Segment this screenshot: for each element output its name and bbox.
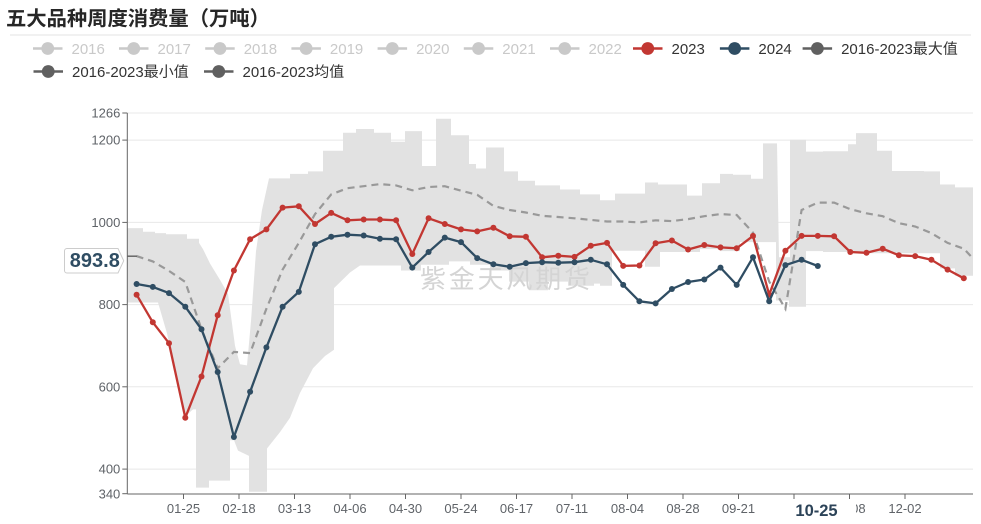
- svg-text:2016: 2016: [72, 41, 105, 58]
- svg-text:600: 600: [99, 379, 121, 394]
- svg-text:04-30: 04-30: [389, 501, 422, 516]
- svg-text:2018: 2018: [244, 41, 277, 58]
- svg-text:2022: 2022: [589, 41, 622, 58]
- svg-text:05-24: 05-24: [444, 501, 477, 516]
- svg-text:08-28: 08-28: [666, 501, 699, 516]
- svg-text:04-06: 04-06: [333, 501, 366, 516]
- svg-text:01-25: 01-25: [167, 501, 200, 516]
- svg-text:2016-2023: 2016-2023: [841, 41, 913, 58]
- svg-text:893.8: 893.8: [70, 250, 120, 272]
- svg-text:400: 400: [99, 462, 121, 477]
- svg-text:800: 800: [99, 297, 121, 312]
- svg-text:2017: 2017: [158, 41, 191, 58]
- svg-text:02-18: 02-18: [222, 501, 255, 516]
- svg-text:2024: 2024: [758, 41, 791, 58]
- svg-text:2016-2023: 2016-2023: [243, 64, 315, 81]
- svg-text:06-17: 06-17: [500, 501, 533, 516]
- svg-text:10-25: 10-25: [795, 502, 837, 520]
- svg-text:2016-2023: 2016-2023: [72, 64, 144, 81]
- svg-text:340: 340: [99, 486, 121, 501]
- svg-text:2021: 2021: [502, 41, 535, 58]
- svg-text:12-02: 12-02: [888, 501, 921, 516]
- svg-text:08-04: 08-04: [611, 501, 644, 516]
- svg-text:2019: 2019: [330, 41, 363, 58]
- svg-text:1200: 1200: [91, 133, 120, 148]
- svg-text:2023: 2023: [672, 41, 705, 58]
- svg-text:2020: 2020: [416, 41, 449, 58]
- svg-text:03-13: 03-13: [278, 501, 311, 516]
- svg-text:1266: 1266: [91, 106, 120, 121]
- svg-text:09-21: 09-21: [722, 501, 755, 516]
- svg-text:1000: 1000: [91, 215, 120, 230]
- svg-text:07-11: 07-11: [556, 501, 588, 516]
